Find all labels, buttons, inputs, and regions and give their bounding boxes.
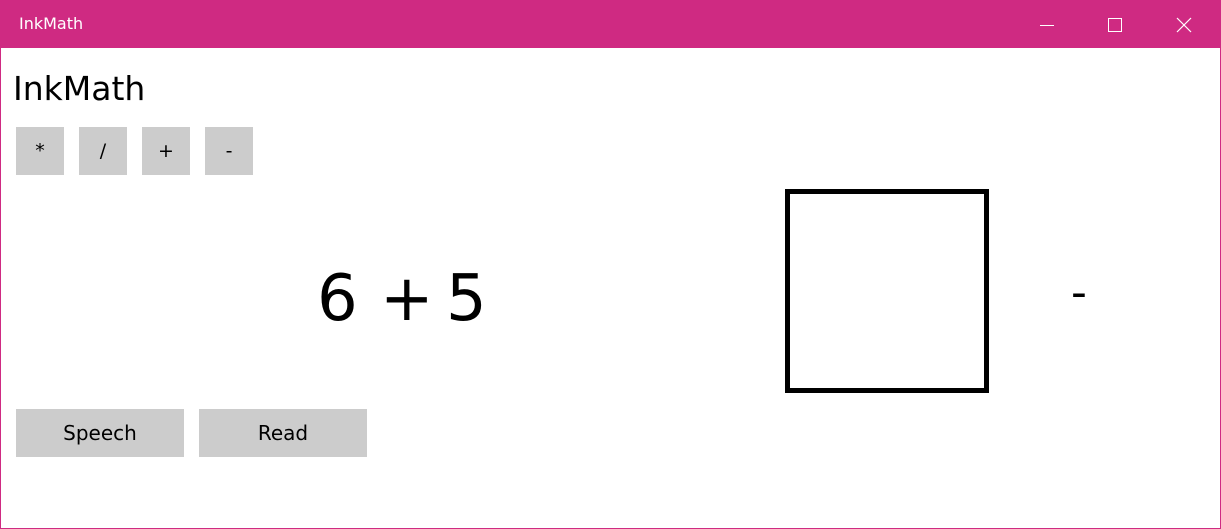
maximize-button[interactable] — [1081, 1, 1149, 48]
left-operand: 6 — [317, 262, 358, 336]
close-button[interactable] — [1150, 1, 1218, 48]
title-bar[interactable]: InkMath — [1, 1, 1220, 48]
add-button[interactable]: + — [142, 127, 190, 175]
right-operand: 5 — [446, 262, 487, 336]
minimize-icon — [1040, 24, 1054, 26]
read-button[interactable]: Read — [199, 409, 367, 457]
divide-button[interactable]: / — [79, 127, 127, 175]
result-indicator: - — [1071, 267, 1087, 318]
minimize-button[interactable] — [1013, 1, 1081, 48]
expression-operator: + — [380, 262, 434, 336]
maximize-icon — [1108, 17, 1122, 32]
window-title: InkMath — [19, 14, 84, 33]
close-icon — [1176, 17, 1192, 32]
speech-button[interactable]: Speech — [16, 409, 184, 457]
subtract-button[interactable]: - — [205, 127, 253, 175]
multiply-button[interactable]: * — [16, 127, 64, 175]
page-title: InkMath — [13, 69, 146, 108]
ink-answer-canvas[interactable] — [785, 189, 989, 393]
